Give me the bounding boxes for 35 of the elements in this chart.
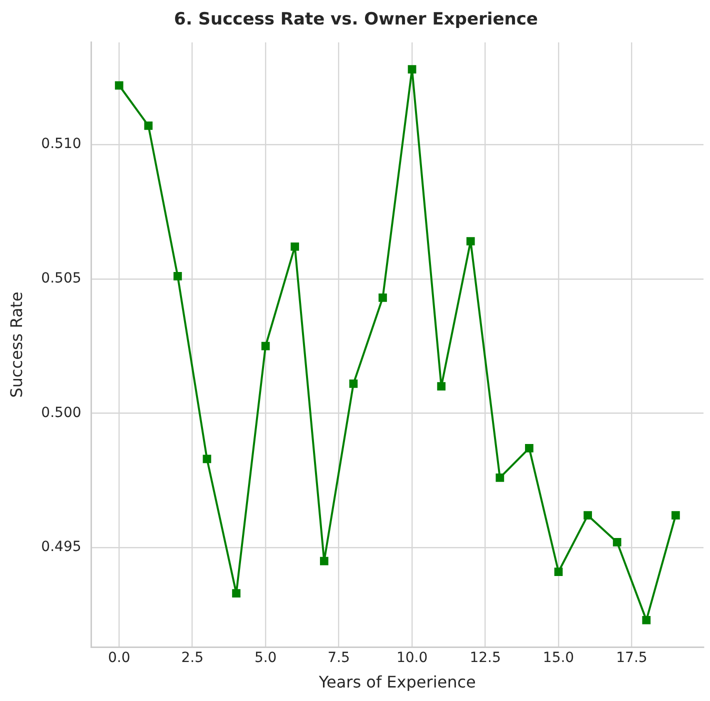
x-tick-label: 7.5: [328, 650, 350, 666]
x-axis-title: Years of Experience: [318, 672, 476, 692]
y-tick-label: 0.505: [41, 270, 82, 287]
y-tick-label: 0.500: [41, 404, 82, 421]
y-axis-title: Success Rate: [6, 292, 26, 398]
point: [554, 568, 563, 576]
point: [671, 511, 680, 520]
point: [525, 444, 534, 452]
x-tick-label: 5.0: [254, 650, 277, 666]
point: [584, 511, 592, 520]
point: [232, 589, 240, 598]
point: [202, 454, 212, 464]
x-tick-label: 0.0: [108, 650, 130, 666]
point: [642, 616, 651, 624]
point: [144, 122, 153, 130]
chart-title: 6. Success Rate vs. Owner Experience: [174, 10, 538, 30]
y-tick-label: 0.510: [41, 136, 82, 152]
point: [349, 379, 358, 388]
point: [174, 272, 182, 280]
point: [496, 474, 504, 482]
point: [261, 342, 270, 350]
point: [378, 293, 387, 302]
x-tick-label: 2.5: [181, 650, 204, 666]
x-tick-label: 17.5: [616, 650, 648, 666]
point: [466, 237, 475, 246]
point: [290, 242, 300, 251]
point: [320, 556, 328, 566]
point: [408, 65, 416, 74]
point: [612, 538, 622, 546]
point: [114, 81, 124, 90]
y-tick-label: 0.495: [41, 539, 82, 556]
x-tick-label: 15.0: [542, 650, 574, 666]
point: [437, 382, 446, 391]
x-tick-label: 12.5: [470, 650, 501, 666]
x-tick-label: 10.0: [396, 650, 428, 666]
